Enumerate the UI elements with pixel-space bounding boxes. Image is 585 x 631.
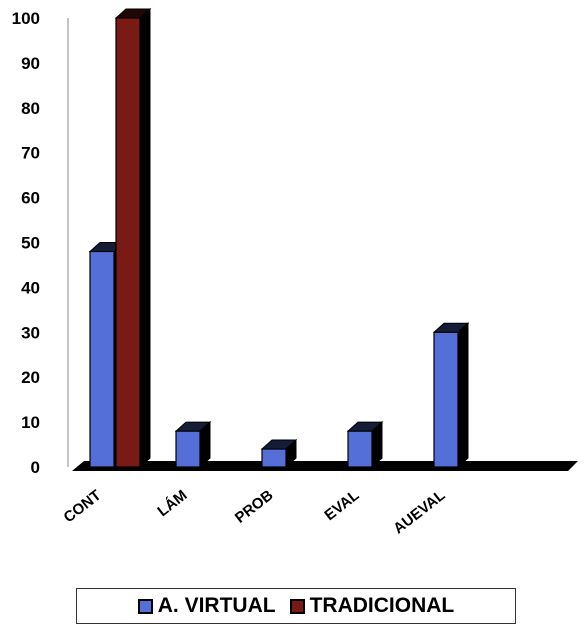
y-tick-label: 90	[21, 54, 40, 73]
legend-item-series-2: TRADICIONAL	[289, 594, 455, 618]
bar-side-face	[371, 420, 383, 469]
y-tick-label: 50	[21, 234, 40, 253]
bar	[261, 448, 287, 468]
bar	[175, 430, 201, 468]
bar	[347, 430, 373, 468]
x-category-label: PROB	[232, 487, 277, 527]
y-tick-label: 10	[21, 413, 40, 432]
y-tick-label: 70	[21, 144, 40, 163]
legend-label-series-1: A. VIRTUAL	[157, 594, 276, 617]
bar-side-face	[285, 438, 297, 469]
legend-swatch-series-2	[289, 598, 305, 614]
y-tick-label: 30	[21, 323, 40, 342]
chart-legend: A. VIRTUAL TRADICIONAL	[76, 588, 516, 624]
bar-side-face	[199, 420, 211, 469]
legend-label-series-2: TRADICIONAL	[309, 594, 455, 617]
y-tick-label: 0	[31, 458, 40, 477]
x-category-label: AUEVAL	[390, 487, 448, 538]
bar	[89, 250, 115, 468]
y-tick-label: 100	[12, 9, 40, 28]
x-category-label: CONT	[61, 487, 105, 527]
bar	[433, 331, 459, 468]
bar	[115, 17, 141, 468]
bar-side-face	[139, 7, 151, 469]
bar-side-face	[457, 322, 469, 469]
bar-chart: 0 10 20 30 40 50 60 70 80 90 100 CONT LÁM PROB EVAL AU…	[12, 7, 578, 538]
x-category-label: LÁM	[154, 487, 190, 520]
x-category-label: EVAL	[321, 487, 362, 524]
legend-item-series-1: A. VIRTUAL	[137, 594, 276, 618]
chart-floor	[72, 461, 578, 471]
y-tick-label: 60	[21, 189, 40, 208]
y-tick-label: 40	[21, 278, 40, 297]
legend-swatch-series-1	[137, 598, 153, 614]
y-tick-label: 20	[21, 368, 40, 387]
y-tick-label: 80	[21, 99, 40, 118]
